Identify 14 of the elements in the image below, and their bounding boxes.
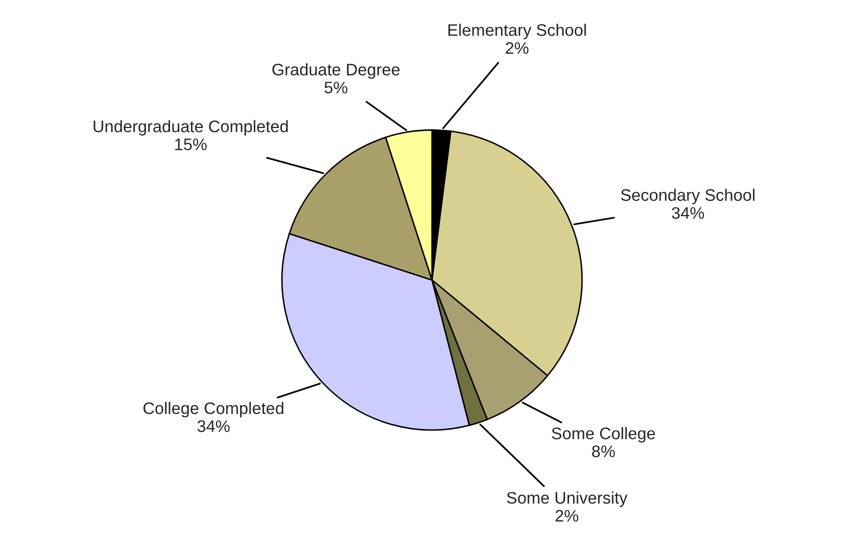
data-label: 34% [672, 207, 704, 219]
data-label: 2% [506, 42, 528, 54]
data-label: 15% [175, 138, 207, 150]
slice-label: Graduate Degree [272, 63, 400, 79]
slice-label: College Completed [143, 402, 284, 418]
slice-label: Secondary School [621, 188, 754, 204]
slice-label: Some University [506, 492, 628, 508]
data-label: 34% [197, 420, 230, 432]
data-label: 5% [324, 82, 348, 94]
slice-label: Elementary School [448, 24, 586, 40]
slice-label: Some College [552, 427, 655, 443]
data-label: 2% [556, 510, 578, 522]
data-label: 8% [592, 445, 615, 458]
slice-label: Undergraduate Completed [94, 120, 288, 136]
